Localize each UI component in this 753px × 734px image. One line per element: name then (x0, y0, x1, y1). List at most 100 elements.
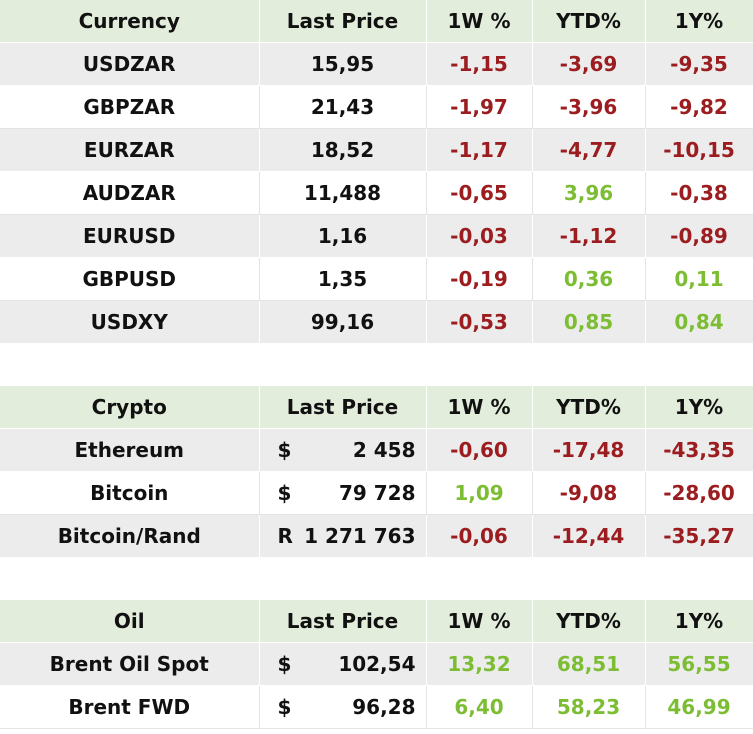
crypto-header-row: Crypto Last Price 1W % YTD% 1Y% (0, 385, 753, 429)
currency-row: GBPUSD 1,35 -0,19 0,36 0,11 (0, 257, 753, 301)
change-ytd: -1,12 (532, 214, 646, 258)
instrument-name: AUDZAR (0, 171, 260, 215)
currency-header-row: Currency Last Price 1W % YTD% 1Y% (0, 0, 753, 43)
change-1y: -9,82 (645, 85, 753, 129)
last-price: 1,35 (259, 257, 427, 301)
instrument-name: Bitcoin (0, 471, 260, 515)
currency-row: EURZAR 18,52 -1,17 -4,77 -10,15 (0, 128, 753, 172)
change-1w: 1,09 (426, 471, 533, 515)
change-1y: 0,11 (645, 257, 753, 301)
change-ytd: -3,96 (532, 85, 646, 129)
change-1y: 56,55 (645, 642, 753, 686)
currency-header-last-price: Last Price (259, 0, 427, 43)
change-1y: -9,35 (645, 42, 753, 86)
last-price: $96,28 (259, 685, 427, 729)
currency-row: EURUSD 1,16 -0,03 -1,12 -0,89 (0, 214, 753, 258)
change-1w: -0,19 (426, 257, 533, 301)
change-ytd: 0,36 (532, 257, 646, 301)
change-ytd: -17,48 (532, 428, 646, 472)
crypto-row: Bitcoin/Rand R 1 271 763 -0,06 -12,44 -35,27 (0, 514, 753, 558)
section-spacer (0, 343, 753, 386)
oil-header-row: Oil Last Price 1W % YTD% 1Y% (0, 599, 753, 643)
change-1w: -1,17 (426, 128, 533, 172)
currency-header-label: Currency (0, 0, 260, 43)
change-1y: -28,60 (645, 471, 753, 515)
oil-header-1y: 1Y% (645, 599, 753, 643)
crypto-row: Ethereum $2 458 -0,60 -17,48 -43,35 (0, 428, 753, 472)
currency-symbol: R (277, 524, 293, 548)
currency-header-1w: 1W % (426, 0, 533, 43)
instrument-name: Brent Oil Spot (0, 642, 260, 686)
last-price: 15,95 (259, 42, 427, 86)
last-price: $79 728 (259, 471, 427, 515)
change-1w: -0,03 (426, 214, 533, 258)
instrument-name: GBPUSD (0, 257, 260, 301)
last-price: 99,16 (259, 300, 427, 344)
crypto-header-ytd: YTD% (532, 385, 646, 429)
section-spacer (0, 557, 753, 600)
oil-row: Brent Oil Spot $102,54 13,32 68,51 56,55 (0, 642, 753, 686)
currency-header-ytd: YTD% (532, 0, 646, 43)
oil-header-1w: 1W % (426, 599, 533, 643)
crypto-header-1y: 1Y% (645, 385, 753, 429)
last-price: 1,16 (259, 214, 427, 258)
instrument-name: Ethereum (0, 428, 260, 472)
currency-symbol: $ (277, 695, 292, 719)
spacer-cell (0, 343, 753, 386)
change-1w: -1,97 (426, 85, 533, 129)
last-price: R 1 271 763 (259, 514, 427, 558)
instrument-name: Brent FWD (0, 685, 260, 729)
price-value: 96,28 (352, 695, 416, 719)
last-price: 18,52 (259, 128, 427, 172)
change-1y: -35,27 (645, 514, 753, 558)
change-ytd: -12,44 (532, 514, 646, 558)
instrument-name: USDZAR (0, 42, 260, 86)
change-1w: -0,06 (426, 514, 533, 558)
change-1w: -0,53 (426, 300, 533, 344)
change-ytd: 3,96 (532, 171, 646, 215)
last-price: 21,43 (259, 85, 427, 129)
last-price: $2 458 (259, 428, 427, 472)
currency-row: GBPZAR 21,43 -1,97 -3,96 -9,82 (0, 85, 753, 129)
instrument-name: EURZAR (0, 128, 260, 172)
price-value: 79 728 (338, 481, 416, 505)
change-ytd: -9,08 (532, 471, 646, 515)
change-1y: -10,15 (645, 128, 753, 172)
currency-row: USDZAR 15,95 -1,15 -3,69 -9,35 (0, 42, 753, 86)
currency-symbol: $ (277, 481, 292, 505)
oil-header-ytd: YTD% (532, 599, 646, 643)
crypto-header-label: Crypto (0, 385, 260, 429)
oil-header-label: Oil (0, 599, 260, 643)
change-ytd: 68,51 (532, 642, 646, 686)
oil-header-last-price: Last Price (259, 599, 427, 643)
crypto-header-1w: 1W % (426, 385, 533, 429)
change-1y: -0,89 (645, 214, 753, 258)
currency-row: USDXY 99,16 -0,53 0,85 0,84 (0, 300, 753, 344)
change-1w: -1,15 (426, 42, 533, 86)
currency-symbol: $ (277, 652, 292, 676)
currency-header-1y: 1Y% (645, 0, 753, 43)
change-ytd: -4,77 (532, 128, 646, 172)
price-value: 1 271 763 (304, 524, 416, 548)
change-ytd: 0,85 (532, 300, 646, 344)
last-price: $102,54 (259, 642, 427, 686)
price-value: 102,54 (338, 652, 416, 676)
change-1y: -0,38 (645, 171, 753, 215)
crypto-row: Bitcoin $79 728 1,09 -9,08 -28,60 (0, 471, 753, 515)
spacer-cell (0, 557, 753, 600)
change-1w: -0,60 (426, 428, 533, 472)
instrument-name: USDXY (0, 300, 260, 344)
crypto-header-last-price: Last Price (259, 385, 427, 429)
oil-row: Brent FWD $96,28 6,40 58,23 46,99 (0, 685, 753, 729)
change-1w: 6,40 (426, 685, 533, 729)
change-1y: 0,84 (645, 300, 753, 344)
instrument-name: GBPZAR (0, 85, 260, 129)
change-1y: -43,35 (645, 428, 753, 472)
currency-symbol: $ (277, 438, 292, 462)
last-price: 11,488 (259, 171, 427, 215)
change-1w: -0,65 (426, 171, 533, 215)
instrument-name: Bitcoin/Rand (0, 514, 260, 558)
change-1y: 46,99 (645, 685, 753, 729)
